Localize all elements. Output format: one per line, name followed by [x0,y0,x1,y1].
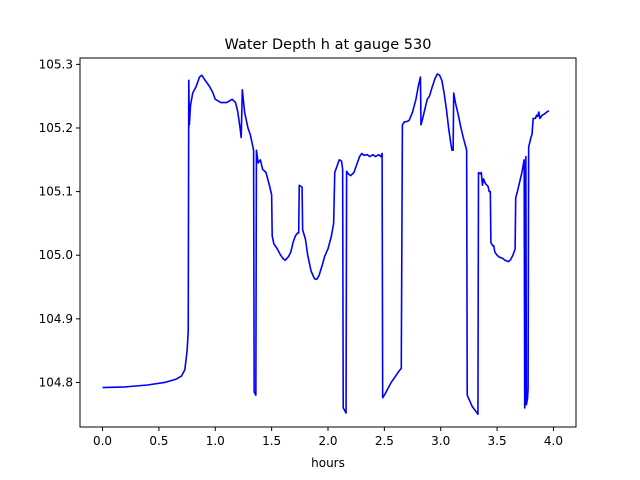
data-series [102,73,550,416]
x-tick-label: 3.5 [488,434,507,448]
y-axis-ticks: 104.8 104.9 105.0 105.1 105.2 105.3 [39,57,80,389]
x-tick-label: 1.5 [262,434,281,448]
y-tick-label: 105.0 [39,248,73,262]
x-tick-label: 3.0 [431,434,450,448]
x-tick-label: 4.0 [544,434,563,448]
x-tick-label: 1.0 [206,434,225,448]
x-axis-label: hours [311,456,345,470]
y-tick-label: 105.2 [39,121,73,135]
x-tick-label: 2.5 [375,434,394,448]
x-tick-label: 0.5 [149,434,168,448]
y-tick-label: 104.9 [39,312,73,326]
x-tick-label: 0.0 [93,434,112,448]
series-line [102,73,550,416]
y-tick-label: 105.1 [39,185,73,199]
plot-area-frame [79,57,577,428]
chart-title: Water Depth h at gauge 530 [225,37,432,53]
x-axis-ticks: 0.0 0.5 1.0 1.5 2.0 2.5 3.0 3.5 4.0 [93,427,563,448]
y-tick-label: 104.8 [39,375,73,389]
y-tick-label: 105.3 [39,57,73,71]
x-tick-label: 2.0 [318,434,337,448]
